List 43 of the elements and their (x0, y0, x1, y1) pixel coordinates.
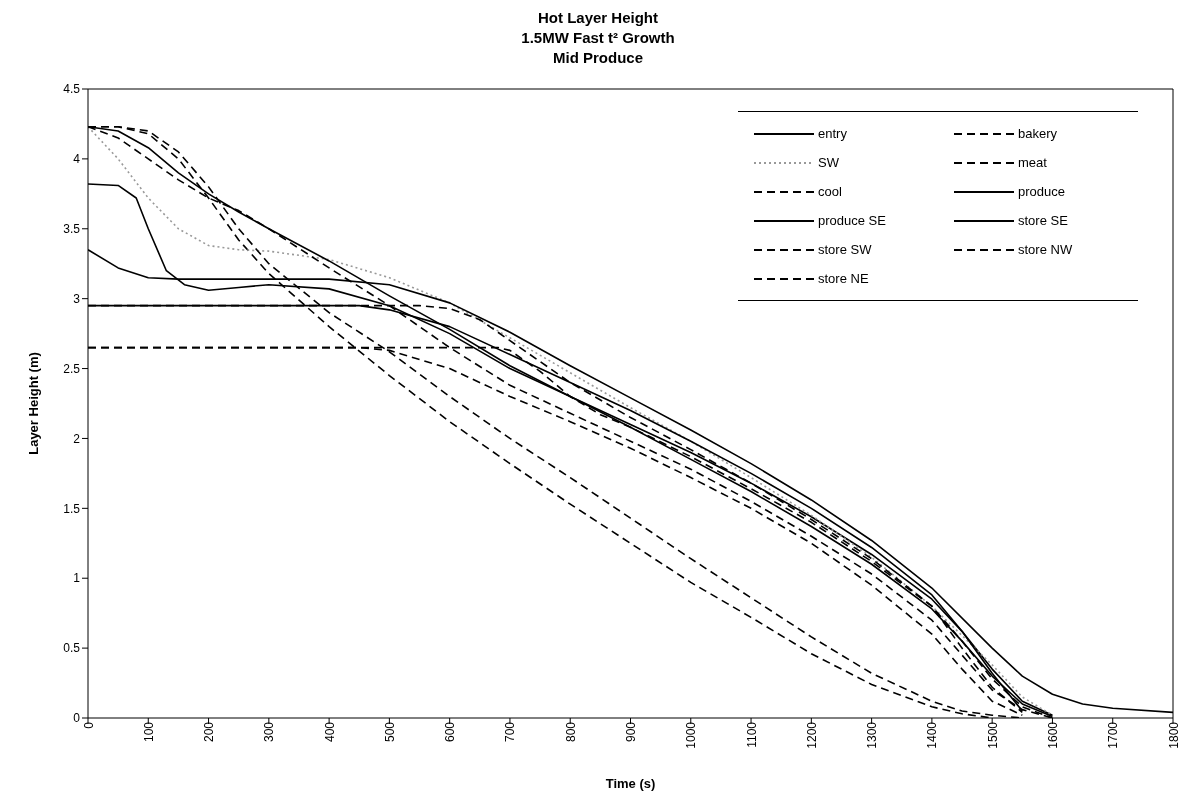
legend-label: store NE (818, 271, 869, 286)
chart-title: Hot Layer Height 1.5MW Fast t² Growth Mid Produce (520, 8, 676, 68)
legend-label: produce SE (818, 213, 886, 228)
y-tick-label: 1.5 (63, 501, 81, 516)
legend-label: cool (818, 184, 842, 199)
y-tick-label: 0.5 (63, 641, 81, 656)
x-tick-label: 800 (563, 721, 578, 743)
legend-label: store SE (1018, 213, 1068, 228)
x-tick-label: 100 (141, 721, 156, 743)
y-tick-label: 0 (73, 711, 81, 726)
y-tick-label: 2 (73, 431, 81, 446)
x-tick-label: 0 (81, 721, 96, 729)
y-tick-label: 1 (73, 571, 81, 586)
y-tick-label: 3.5 (63, 222, 81, 237)
x-tick-label: 1800 (1166, 721, 1181, 749)
x-tick-label: 1700 (1106, 721, 1121, 749)
x-tick-label: 300 (262, 721, 277, 743)
x-tick-label: 900 (624, 721, 639, 743)
x-tick-label: 1000 (684, 721, 699, 749)
x-tick-label: 200 (202, 721, 217, 743)
legend-label: bakery (1018, 126, 1058, 141)
x-tick-label: 700 (503, 721, 518, 743)
x-tick-label: 400 (322, 721, 337, 743)
y-tick-label: 3 (73, 291, 81, 306)
y-tick-label: 4.5 (63, 82, 81, 97)
x-tick-label: 1600 (1045, 721, 1060, 749)
x-axis-title: Time (s) (605, 776, 656, 791)
y-axis-title: Layer Height (m) (25, 352, 41, 455)
legend-label: meat (1018, 155, 1047, 170)
legend-label: store SW (818, 242, 872, 257)
x-tick-label: 1400 (925, 721, 940, 749)
legend-label: store NW (1018, 242, 1073, 257)
x-tick-label: 1300 (865, 721, 880, 749)
legend-label: entry (818, 126, 847, 141)
x-tick-label: 1200 (804, 721, 819, 749)
legend-label: SW (818, 155, 839, 170)
y-tick-label: 2.5 (63, 361, 81, 376)
x-tick-label: 500 (382, 721, 397, 743)
x-tick-label: 1500 (985, 721, 1000, 749)
x-tick-label: 600 (443, 721, 458, 743)
x-tick-label: 1100 (744, 721, 759, 748)
y-tick-label: 4 (73, 152, 81, 167)
legend-label: produce (1018, 184, 1065, 199)
